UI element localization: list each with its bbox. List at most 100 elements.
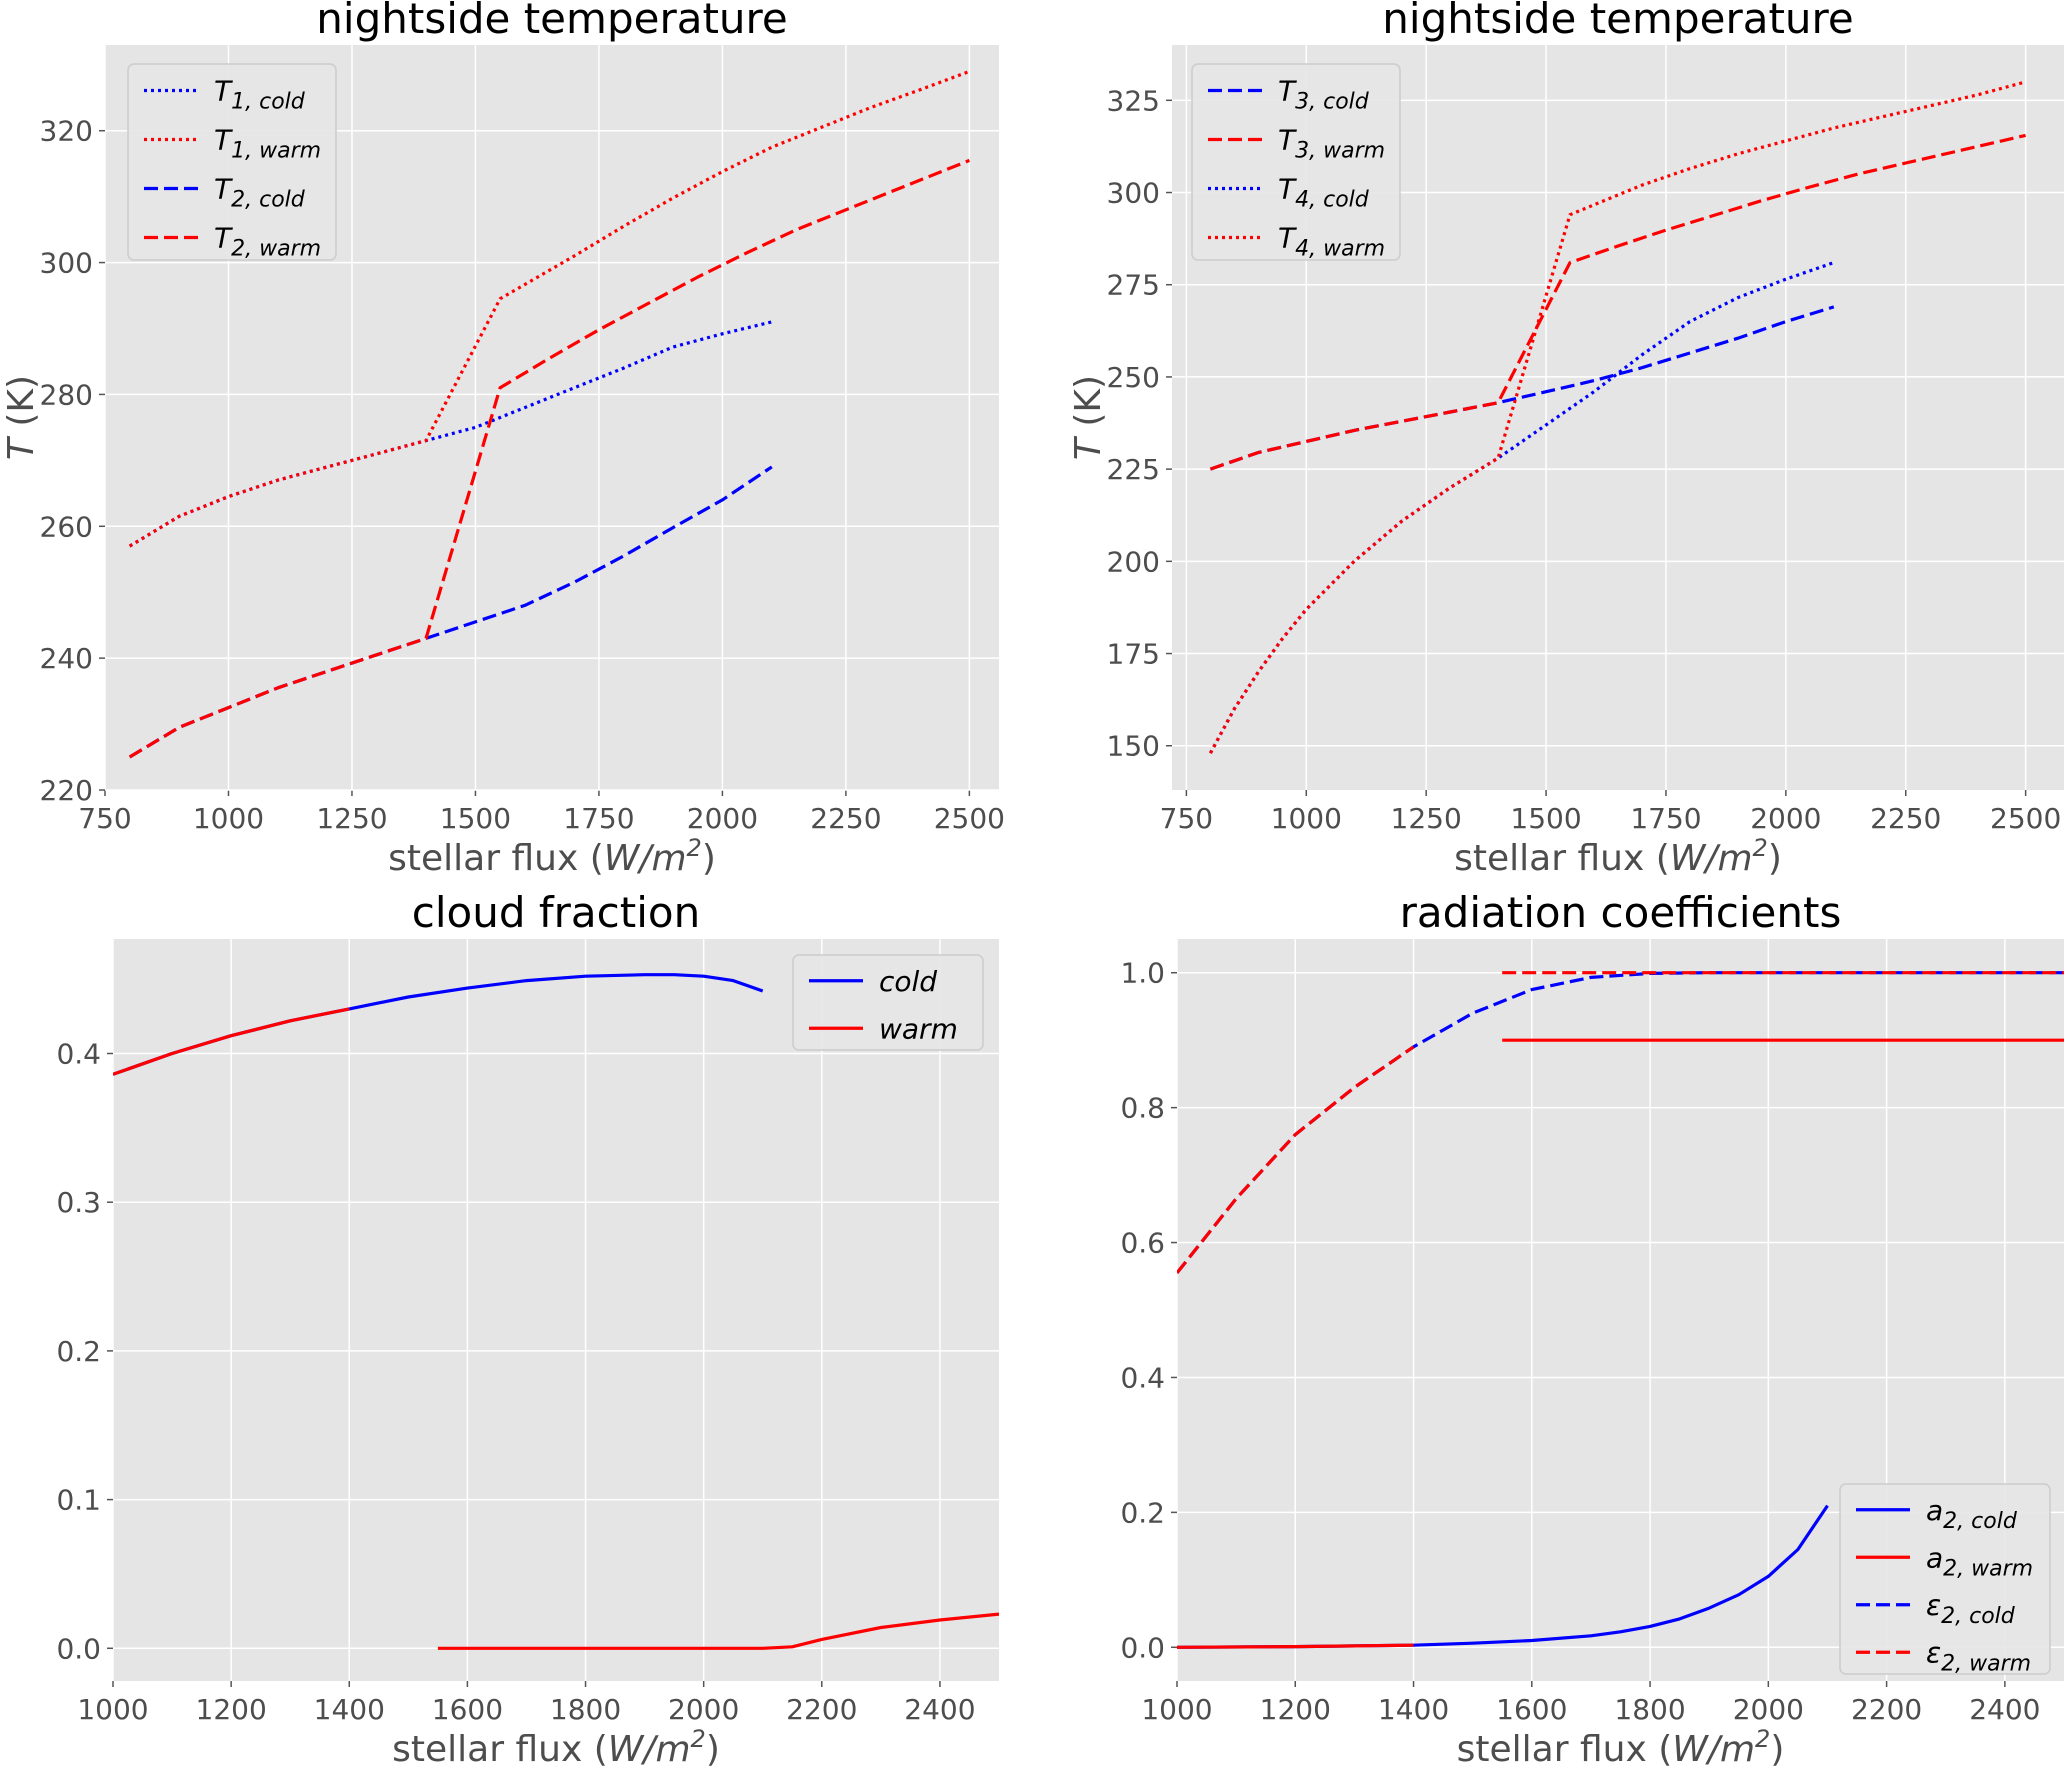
chart-panel-4: 1000 1200 1400 1600 1800 2000 2200 2400 0.0 0.2 0.…	[1120, 888, 2064, 1768]
y-tick-label: 1.0	[1120, 957, 1165, 990]
series-line-t1-warm	[128, 69, 970, 548]
x-tick-label: 1250	[316, 802, 387, 835]
legend: T3, cold T3, warm T4, cold T4, warm	[1191, 63, 1401, 262]
legend-label: T3, cold	[1278, 75, 1370, 115]
x-tick-label: 1250	[1391, 802, 1462, 835]
x-axis-label: stellar flux (W/m2)	[392, 1725, 720, 1768]
legend: a2, cold a2, warm ε2, cold ε2, warm	[1839, 1483, 2051, 1676]
y-tick-label: 275	[1107, 269, 1160, 302]
y-tick-label: 300	[1107, 177, 1160, 210]
x-tick-label: 2400	[1969, 1693, 2040, 1726]
x-tick-label: 1400	[1378, 1693, 1449, 1726]
y-tick-label: 0.2	[56, 1335, 101, 1368]
series-line-warm-branch	[437, 1612, 999, 1650]
y-tick-label: 0.1	[56, 1484, 101, 1517]
y-tick-label: 260	[40, 510, 93, 543]
y-tick-label: 175	[1107, 638, 1160, 671]
x-tick-label: 2000	[668, 1693, 739, 1726]
chart-panel-3: 1000 1200 1400 1600 1800 2000 2200 2400 0.0 0.1 0.…	[56, 888, 999, 1768]
x-tick-label: 1000	[1271, 802, 1342, 835]
y-tick-label: 250	[1107, 361, 1160, 394]
legend-label: ε2, warm	[1926, 1636, 2031, 1676]
series-line-a2-cold	[1177, 1504, 1829, 1649]
x-tick-label: 2200	[786, 1693, 857, 1726]
series-line-t2-cold	[128, 465, 773, 759]
x-tick-label: 1500	[440, 802, 511, 835]
legend-label: cold	[879, 965, 937, 998]
legend-label: warm	[879, 1012, 958, 1045]
x-tick-label: 2000	[1750, 802, 1821, 835]
x-tick-label: 2000	[1733, 1693, 1804, 1726]
legend-label: T4, warm	[1278, 222, 1385, 262]
x-axis-label: stellar flux (W/m2)	[388, 834, 716, 879]
series-group	[113, 973, 999, 1650]
y-tick-label: 280	[40, 378, 93, 411]
legend-label: T2, warm	[214, 222, 321, 262]
x-tick-label: 2500	[934, 802, 1005, 835]
x-tick-label: 2250	[1870, 802, 1941, 835]
x-tick-label: 1000	[1141, 1693, 1212, 1726]
x-tick-label: 2500	[1990, 802, 2061, 835]
x-tick-label: 1000	[77, 1693, 148, 1726]
legend-label: a2, warm	[1926, 1541, 2033, 1581]
chart-title: nightside temperature	[1382, 0, 1853, 43]
y-tick-label: 0.0	[56, 1632, 101, 1665]
legend-label: ε2, cold	[1926, 1589, 2016, 1629]
series-group	[1208, 80, 2027, 754]
x-tick-label: 1750	[563, 802, 634, 835]
chart-title: cloud fraction	[412, 888, 700, 937]
x-tick-label: 2200	[1851, 1693, 1922, 1726]
series-line--2-warm	[1177, 1045, 1415, 1274]
legend-label: T3, warm	[1278, 124, 1385, 164]
y-tick-label: 0.6	[1120, 1227, 1165, 1260]
legend-label: T2, cold	[214, 173, 306, 213]
y-axis-label: T (K)	[1, 375, 42, 460]
y-tick-label: 0.3	[56, 1186, 101, 1219]
x-tick-label: 1200	[1260, 1693, 1331, 1726]
chart-panel-2: 750 1000 1250 1500 1750 2000 2250 2500 150 175 200…	[1068, 0, 2064, 879]
x-axis-label: stellar flux (W/m2)	[1454, 834, 1782, 879]
series-line-a2-warm	[1177, 1643, 1414, 1649]
legend-box	[1191, 63, 1401, 261]
legend-label: T1, warm	[214, 124, 321, 164]
x-tick-label: 1750	[1630, 802, 1701, 835]
y-tick-label: 0.0	[1120, 1631, 1165, 1664]
legend-label: a2, cold	[1926, 1494, 2018, 1534]
legend: cold warm	[792, 954, 984, 1051]
legend-label: T1, cold	[214, 75, 306, 115]
legend: T1, cold T1, warm T2, cold T2, warm	[127, 63, 337, 262]
x-tick-label: 1800	[1614, 1693, 1685, 1726]
y-tick-label: 0.4	[1120, 1361, 1165, 1394]
y-tick-label: 240	[40, 642, 93, 675]
x-tick-label: 1000	[193, 802, 264, 835]
series-line-t4-warm	[1208, 80, 2027, 754]
y-tick-label: 320	[40, 115, 93, 148]
legend-box	[1839, 1483, 2051, 1675]
x-axis-label: stellar flux (W/m2)	[1457, 1725, 1785, 1768]
x-tick-label: 1600	[432, 1693, 503, 1726]
series-line-warm	[113, 1007, 350, 1076]
x-tick-label: 1500	[1510, 802, 1581, 835]
plot-background	[113, 939, 999, 1681]
x-tick-label: 2400	[904, 1693, 975, 1726]
legend-label: T4, cold	[1278, 173, 1370, 213]
y-tick-label: 150	[1107, 730, 1160, 763]
x-tick-label: 750	[1160, 802, 1213, 835]
x-tick-label: 1200	[196, 1693, 267, 1726]
series-line-t3-warm	[1209, 133, 2026, 471]
x-tick-label: 1400	[314, 1693, 385, 1726]
x-tick-label: 1600	[1496, 1693, 1567, 1726]
series-group	[1177, 971, 2064, 1649]
x-tick-label: 2250	[810, 802, 881, 835]
chart-title: nightside temperature	[316, 0, 787, 43]
series-group	[128, 69, 970, 759]
x-tick-label: 1800	[550, 1693, 621, 1726]
x-tick-label: 2000	[687, 802, 758, 835]
series-line-t2-warm	[128, 158, 970, 759]
y-tick-label: 325	[1107, 84, 1160, 117]
y-tick-label: 200	[1107, 545, 1160, 578]
legend-box	[792, 954, 984, 1051]
y-axis-label: T (K)	[1068, 375, 1109, 460]
legend-box	[127, 63, 337, 261]
